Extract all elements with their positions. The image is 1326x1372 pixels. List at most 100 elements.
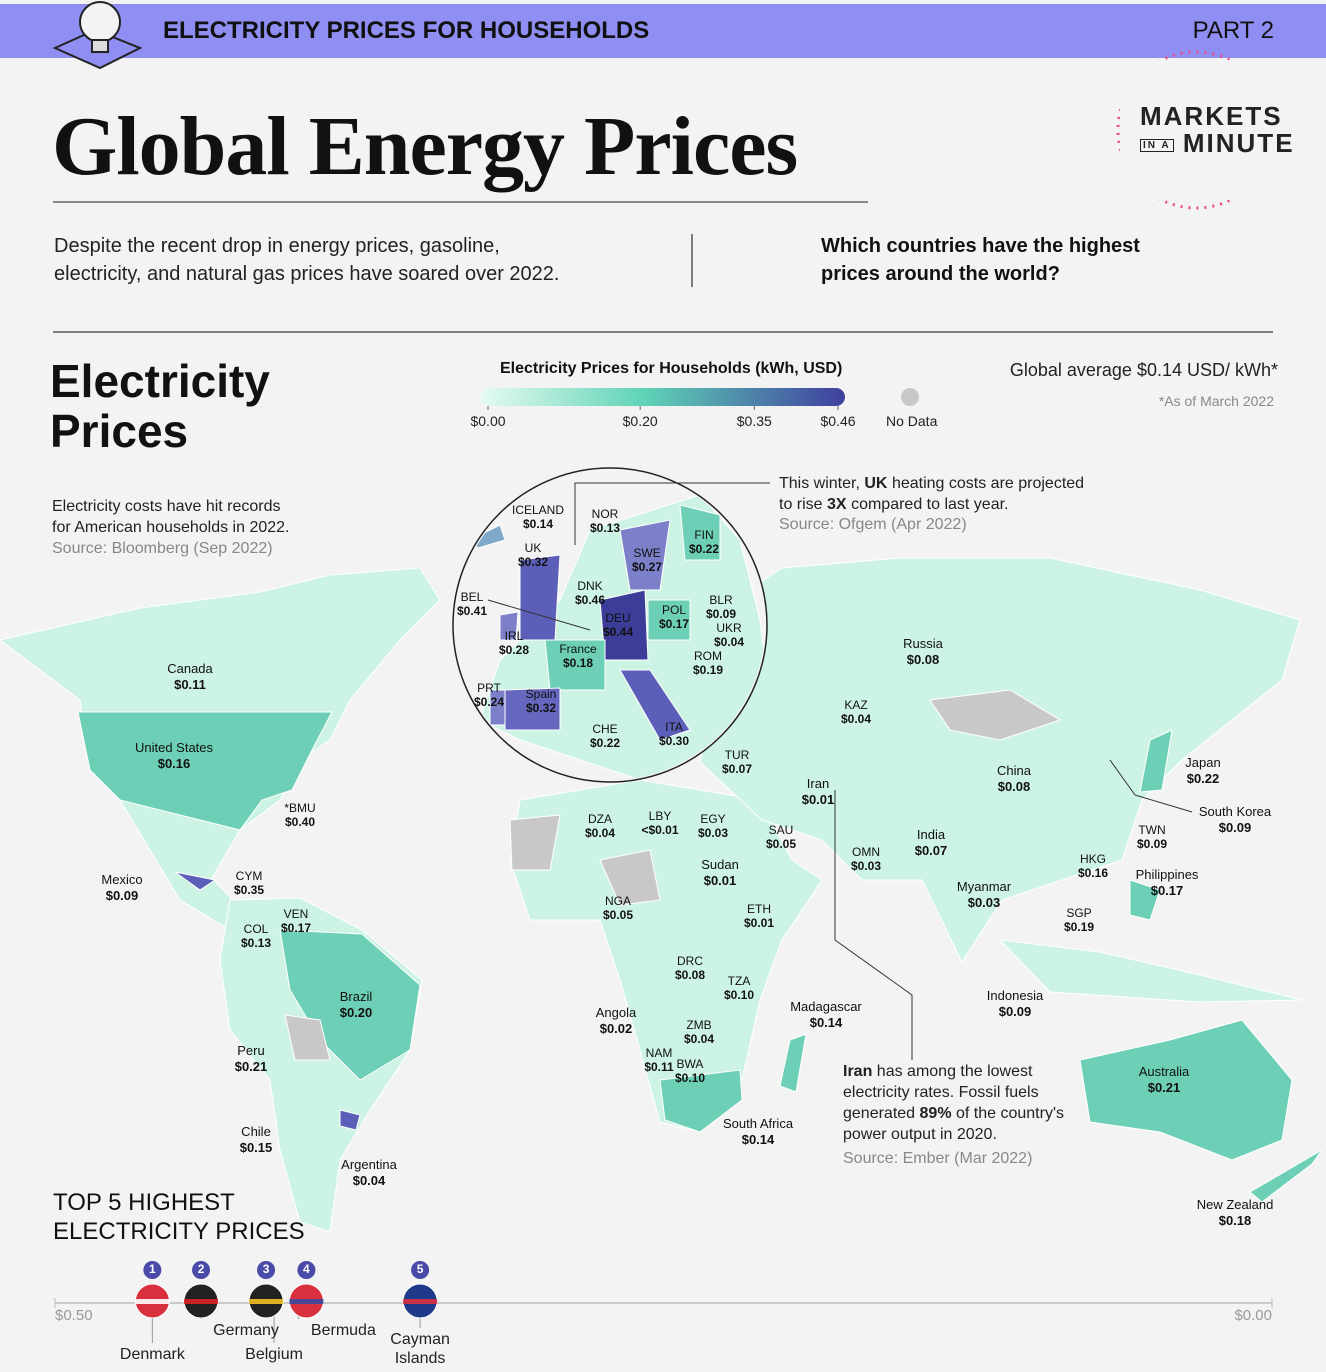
country-price: $0.22 <box>688 542 720 556</box>
country-name: Iran <box>806 776 830 791</box>
country-label: Indonesia $0.09 <box>987 988 1043 1020</box>
country-name: Argentina <box>341 1157 397 1172</box>
country-name: Brazil <box>339 989 373 1004</box>
country-label: Madagascar $0.14 <box>790 999 862 1031</box>
note-text: This winter, <box>779 475 860 492</box>
country-label: DNK $0.46 <box>575 579 605 607</box>
country-price: $0.24 <box>473 695 505 709</box>
country-label: CYM $0.35 <box>234 869 264 897</box>
country-name: UKR <box>716 621 742 635</box>
country-price: $0.05 <box>765 837 797 851</box>
country-price: $0.04 <box>713 635 745 649</box>
country-label: DZA $0.04 <box>585 812 615 840</box>
flag-detail <box>403 1299 438 1304</box>
country-label: ICELAND $0.14 <box>512 503 564 531</box>
country-name: KAZ <box>844 698 868 712</box>
country-label: DEU $0.44 <box>603 611 633 639</box>
country-price: $0.32 <box>525 701 557 715</box>
country-label: Philippines $0.17 <box>1136 867 1199 899</box>
country-label: Chile $0.15 <box>240 1124 273 1156</box>
brand-word: MINUTE <box>1182 128 1295 158</box>
country-name: India <box>916 827 946 842</box>
rank-badge <box>257 1261 276 1279</box>
country-price: $0.13 <box>240 936 272 950</box>
country-name: Chile <box>241 1124 271 1139</box>
country-label: Iran $0.01 <box>802 776 835 808</box>
country-name: Myanmar <box>956 879 1012 894</box>
annotation-leaders <box>487 482 1193 1060</box>
country-name: Philippines <box>1135 867 1199 882</box>
country-label: IRL $0.28 <box>499 629 529 657</box>
country-price: $0.19 <box>692 663 724 677</box>
topic: ELECTRICITY PRICES FOR HOUSEHOLDS <box>163 17 650 44</box>
rank: 4 <box>303 1262 310 1276</box>
note-emphasis: UK <box>864 475 888 492</box>
country-price: $0.18 <box>1218 1213 1252 1228</box>
country-price: <$0.01 <box>641 823 679 837</box>
country-price: $0.09 <box>705 607 737 621</box>
uk-source: Source: Ofgem (Apr 2022) <box>779 516 967 533</box>
country-price: $0.10 <box>723 988 755 1002</box>
no-data-swatch <box>901 388 919 406</box>
country-name: CHE <box>592 722 618 736</box>
note-text: of the country's power output in 2020. <box>843 1105 1064 1143</box>
country-label: NAM $0.11 <box>644 1046 673 1074</box>
country-label: South Korea $0.09 <box>1199 804 1271 836</box>
country-label: *BMU $0.40 <box>284 801 315 829</box>
country-label: BWA $0.10 <box>675 1057 705 1085</box>
country-label: India $0.07 <box>915 827 948 859</box>
flag-detail <box>184 1299 219 1304</box>
country-label: Canada $0.11 <box>167 661 213 693</box>
country-name: OMN <box>852 845 880 859</box>
country-label: ROM $0.19 <box>693 649 723 677</box>
section-title: Electricity Prices <box>50 355 270 457</box>
no-data-label: No Data <box>886 413 938 429</box>
country-name: COL <box>243 922 269 936</box>
country-label: EGY $0.03 <box>698 812 728 840</box>
country-name: Mexico <box>101 872 143 887</box>
country-name: DNK <box>577 579 603 593</box>
brand-bg <box>1120 60 1280 200</box>
country-name: NAM <box>645 1046 673 1060</box>
country-name: IRL <box>504 629 524 643</box>
country-name: Japan <box>1185 755 1221 770</box>
country-label: Myanmar $0.03 <box>957 879 1011 911</box>
scale-tick-label: $0.00 <box>1234 1307 1272 1324</box>
top5-name: Germany <box>213 1322 279 1339</box>
country-price: $0.04 <box>584 826 616 840</box>
country-name: POL <box>661 603 686 617</box>
country-price: $0.02 <box>599 1021 633 1036</box>
country-price: $0.04 <box>352 1173 386 1188</box>
country-price: $0.08 <box>674 968 706 982</box>
country-price: $0.28 <box>498 643 530 657</box>
country-name: UK <box>524 541 542 555</box>
country-price: $0.27 <box>631 560 663 574</box>
legend-tick-label: $0.35 <box>736 413 772 429</box>
country-price: $0.21 <box>234 1059 268 1074</box>
country-label: ZMB $0.04 <box>684 1018 714 1046</box>
country-price: $0.22 <box>589 736 621 750</box>
country-price: $0.35 <box>233 883 265 897</box>
country-label: TWN $0.09 <box>1137 823 1167 851</box>
country-price: $0.32 <box>517 555 549 569</box>
country-label: SAU $0.05 <box>766 823 796 851</box>
country-name: HKG <box>1079 852 1106 866</box>
country-price: $0.01 <box>703 873 737 888</box>
country-label: China $0.08 <box>997 763 1031 795</box>
global-average: Global average $0.14 USD/ kWh* <box>1009 360 1278 380</box>
country-name: Russia <box>903 636 943 651</box>
part: PART 2 <box>1192 17 1274 44</box>
brand-word: MARKETS <box>1140 101 1283 131</box>
scale-tick-label: $0.50 <box>55 1307 93 1324</box>
country-label: NGA $0.05 <box>603 894 633 922</box>
country-label: France $0.18 <box>559 642 596 670</box>
country-name: ROM <box>694 649 722 663</box>
country-price: $0.10 <box>674 1071 706 1085</box>
top5-name: Belgium <box>245 1346 303 1363</box>
country-name: TUR <box>724 748 750 762</box>
land <box>0 557 1323 1233</box>
country-name: Indonesia <box>986 988 1044 1003</box>
country-price: $0.11 <box>174 677 206 692</box>
note-text: has among the lowest electricity rates. … <box>843 1063 1039 1122</box>
